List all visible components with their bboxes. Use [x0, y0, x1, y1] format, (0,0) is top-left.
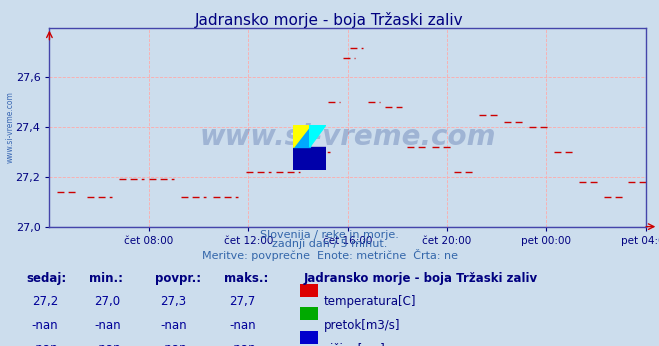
Text: min.:: min.:: [89, 272, 123, 285]
Text: www.si-vreme.com: www.si-vreme.com: [200, 123, 496, 151]
Text: -nan: -nan: [160, 342, 186, 346]
Text: Slovenija / reke in morje.: Slovenija / reke in morje.: [260, 230, 399, 240]
Text: sedaj:: sedaj:: [26, 272, 67, 285]
Text: višina[cm]: višina[cm]: [324, 342, 386, 346]
Text: -nan: -nan: [229, 319, 256, 332]
Text: Jadransko morje - boja Tržaski zaliv: Jadransko morje - boja Tržaski zaliv: [303, 272, 537, 285]
Polygon shape: [293, 147, 326, 170]
Text: www.si-vreme.com: www.si-vreme.com: [6, 91, 15, 163]
Text: maks.:: maks.:: [224, 272, 268, 285]
Text: temperatura[C]: temperatura[C]: [324, 295, 416, 308]
Text: -nan: -nan: [160, 319, 186, 332]
Text: -nan: -nan: [94, 319, 121, 332]
Text: povpr.:: povpr.:: [155, 272, 201, 285]
Text: -nan: -nan: [32, 319, 58, 332]
Text: 27,0: 27,0: [94, 295, 121, 308]
Text: -nan: -nan: [229, 342, 256, 346]
Text: 27,7: 27,7: [229, 295, 256, 308]
Polygon shape: [310, 125, 326, 147]
Text: zadnji dan / 5 minut.: zadnji dan / 5 minut.: [272, 239, 387, 249]
Polygon shape: [293, 125, 310, 147]
Text: -nan: -nan: [94, 342, 121, 346]
Text: 27,3: 27,3: [160, 295, 186, 308]
Text: Jadransko morje - boja Tržaski zaliv: Jadransko morje - boja Tržaski zaliv: [195, 12, 464, 28]
Text: pretok[m3/s]: pretok[m3/s]: [324, 319, 400, 332]
Text: 27,2: 27,2: [32, 295, 58, 308]
Text: Meritve: povprečne  Enote: metrične  Črta: ne: Meritve: povprečne Enote: metrične Črta:…: [202, 249, 457, 261]
Text: -nan: -nan: [32, 342, 58, 346]
Polygon shape: [293, 125, 310, 147]
